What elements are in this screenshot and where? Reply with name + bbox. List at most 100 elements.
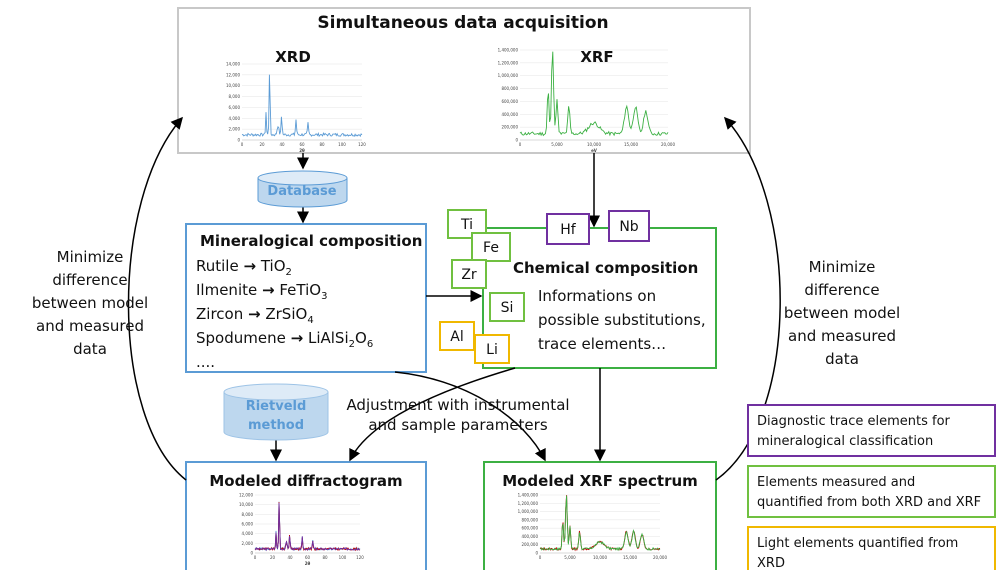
- label: possible substitutions,: [538, 311, 706, 329]
- legend-text: Diagnostic trace elements for: [757, 414, 951, 429]
- element-symbol: Zr: [461, 267, 477, 283]
- spectrum: [540, 495, 661, 552]
- legend-text: Elements measured and: [757, 475, 915, 490]
- legend-text: quantified from both XRD and XRF: [757, 495, 981, 510]
- tick-label: 10,000: [239, 502, 253, 507]
- tick-label: 400,000: [521, 534, 538, 539]
- tick-label: 1,400,000: [518, 493, 539, 498]
- label: and measured: [36, 317, 144, 335]
- tick-label: 20,000: [661, 142, 675, 147]
- label: method: [248, 418, 304, 433]
- tick-label: 200,000: [521, 542, 538, 547]
- label: Rietveld: [246, 399, 307, 414]
- tick-label: 10,000: [587, 142, 601, 147]
- tick-label: 2,000: [229, 127, 241, 132]
- tick-label: 0: [237, 138, 240, 143]
- label: difference: [52, 271, 127, 289]
- axis-label: eV: [591, 148, 598, 153]
- label: XRF: [580, 48, 613, 66]
- tick-label: 200,000: [501, 125, 518, 130]
- label: Database: [267, 184, 336, 199]
- mineral-row: Ilmenite → FeTiO3: [196, 281, 327, 302]
- label: and measured: [788, 327, 896, 345]
- acquisition-box: [177, 7, 751, 154]
- tick-label: 400,000: [501, 112, 518, 117]
- tick-label: 5,000: [551, 142, 563, 147]
- text-part: Zircon: [196, 305, 243, 323]
- text-part: 3: [321, 291, 327, 302]
- tick-label: 120: [358, 142, 366, 147]
- element-symbol: Si: [501, 300, 514, 316]
- tick-label: 800,000: [521, 517, 538, 522]
- mineral-row: Rutile → TiO2: [196, 257, 292, 278]
- label: between model: [784, 304, 900, 322]
- label: Minimize: [57, 248, 124, 266]
- text-part: 4: [307, 315, 313, 326]
- label: XRD: [275, 48, 311, 66]
- tick-label: 0: [250, 551, 253, 556]
- axis-label: 2θ: [299, 148, 305, 153]
- text-part: 2: [349, 339, 355, 350]
- tick-label: 60: [299, 142, 305, 147]
- text-part: O: [355, 329, 367, 347]
- text-part: TiO: [260, 257, 286, 275]
- legend-text: mineralogical classification: [757, 434, 933, 449]
- element-symbol: Ti: [460, 217, 473, 233]
- legend-text: XRD: [757, 556, 785, 570]
- tick-label: 1,400,000: [498, 48, 519, 53]
- tick-label: 4,000: [242, 531, 254, 536]
- element-symbol: Nb: [619, 219, 638, 235]
- legend-box: [747, 465, 996, 518]
- mineral-box: [185, 223, 427, 373]
- tick-label: 4,000: [229, 116, 241, 121]
- element-symbol: Fe: [483, 240, 499, 256]
- element-box: [489, 292, 525, 322]
- text-part: 2: [286, 267, 292, 278]
- element-box: [451, 259, 487, 289]
- label: Adjustment with instrumental: [346, 396, 569, 414]
- label: trace elements…: [538, 335, 666, 353]
- element-box: [474, 334, 510, 364]
- tick-label: 0: [254, 555, 257, 560]
- tick-label: 1,000,000: [518, 509, 539, 514]
- tick-label: 0: [535, 551, 538, 556]
- mineral-row: Zircon → ZrSiO4: [196, 305, 314, 326]
- spectrum: [519, 51, 669, 137]
- label: Informations on: [538, 287, 656, 305]
- tick-label: 40: [287, 555, 293, 560]
- tick-label: 8,000: [242, 512, 254, 517]
- text-part: →: [262, 281, 275, 299]
- database-cylinder: [257, 170, 348, 208]
- label: data: [73, 340, 107, 358]
- tick-label: 14,000: [226, 62, 240, 67]
- title: Simultaneous data acquisition: [317, 13, 608, 33]
- tick-label: 6,000: [229, 105, 241, 110]
- tick-label: 1,200,000: [498, 60, 519, 65]
- element-symbol: Al: [450, 329, 463, 345]
- tick-label: 2,000: [242, 541, 254, 546]
- element-box: [439, 321, 475, 351]
- element-box: [471, 232, 511, 262]
- tick-label: 12,000: [239, 493, 253, 498]
- tick-label: 600,000: [501, 99, 518, 104]
- tick-label: 20,000: [653, 555, 667, 560]
- axis-label: 2θ: [305, 561, 311, 566]
- connectors: [127, 116, 781, 481]
- text-part: 6: [367, 339, 373, 350]
- tick-label: 80: [319, 142, 325, 147]
- text-part: →: [248, 305, 261, 323]
- spectrum: [241, 74, 363, 138]
- diffractogram-box: [185, 461, 427, 570]
- label: data: [825, 350, 859, 368]
- tick-label: 0: [519, 142, 522, 147]
- text-part: ZrSiO: [265, 305, 307, 323]
- tick-label: 60: [305, 555, 311, 560]
- tick-label: 80: [322, 555, 328, 560]
- xrf-model-box: [483, 461, 717, 570]
- tick-label: 5,000: [564, 555, 576, 560]
- element-symbol: Hf: [560, 222, 577, 238]
- text-part: LiAlSi: [308, 329, 349, 347]
- tick-label: 40: [279, 142, 285, 147]
- label: Minimize: [809, 258, 876, 276]
